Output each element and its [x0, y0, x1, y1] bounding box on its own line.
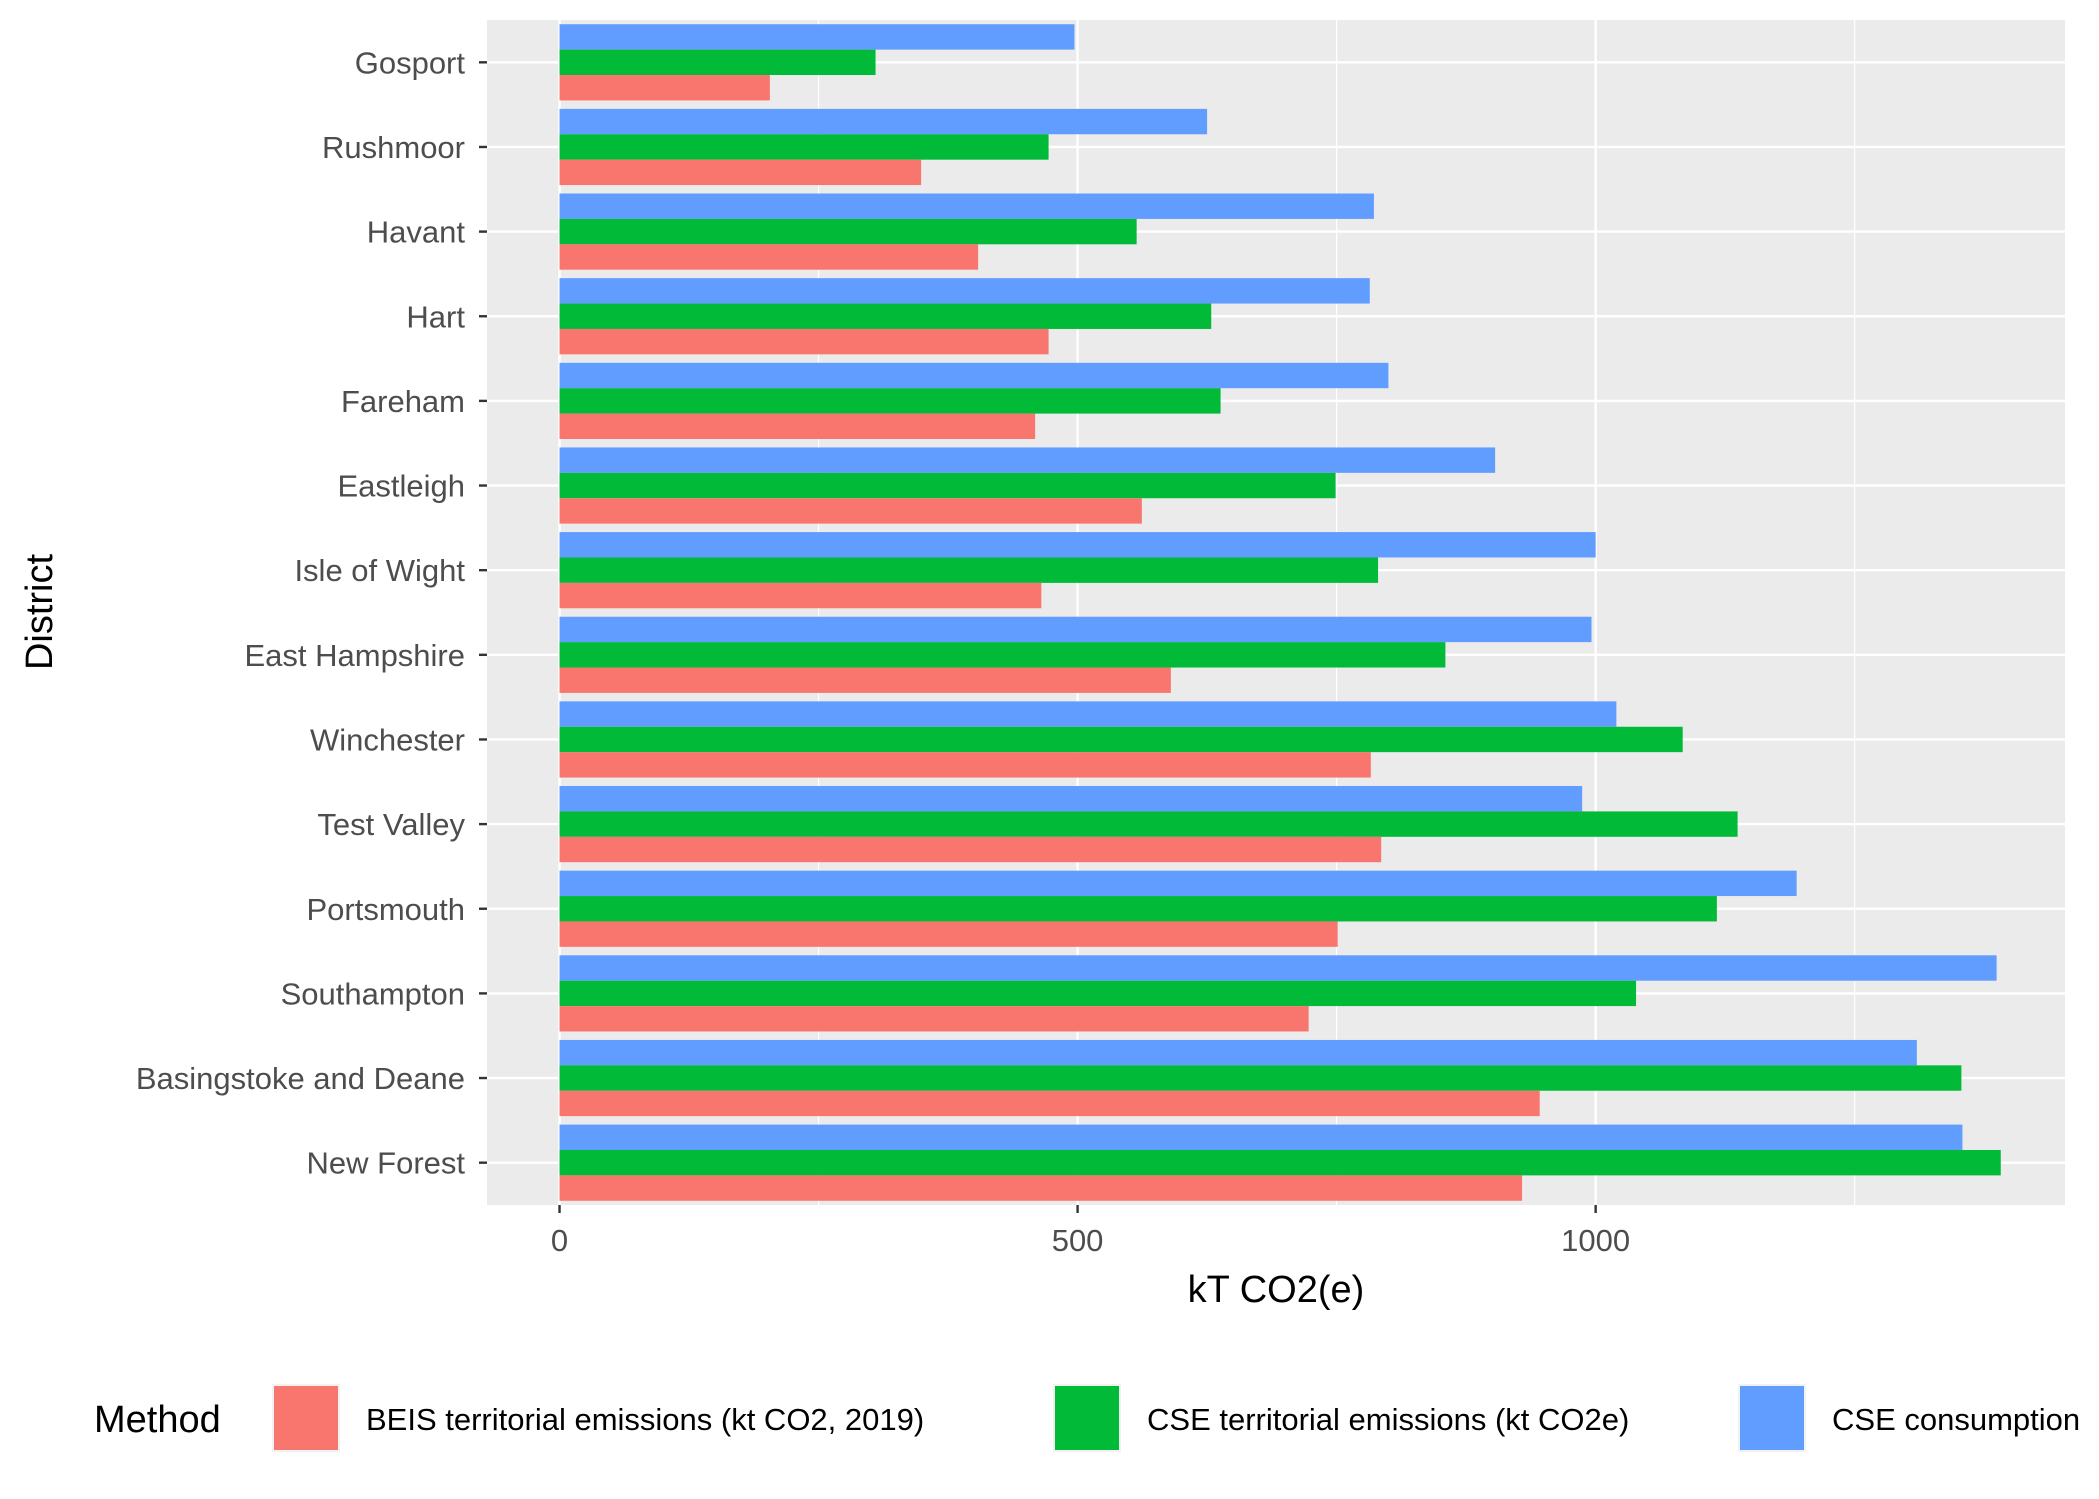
bar: [559, 980, 1637, 1007]
bar: [559, 921, 1338, 947]
bar: [559, 498, 1142, 524]
bar: [559, 1090, 1540, 1117]
legend: Method BEIS territorial emissions (kt CO…: [94, 1384, 2080, 1452]
y-tick-label: Portsmouth: [306, 892, 465, 927]
bar: [559, 1065, 1962, 1091]
y-tick-label: Fareham: [341, 384, 465, 419]
bar: [559, 701, 1617, 727]
bar: [559, 278, 1370, 304]
y-tick-label: Isle of Wight: [294, 553, 465, 588]
x-axis-title: kT CO2(e): [1188, 1269, 1365, 1311]
bar: [559, 1175, 1523, 1201]
y-tick-label: Test Valley: [317, 807, 465, 842]
bar: [559, 218, 1137, 245]
y-tick-label: Basingstoke and Deane: [136, 1061, 465, 1096]
y-tick-label: New Forest: [307, 1146, 466, 1181]
bar: [559, 108, 1208, 135]
bar: [559, 836, 1382, 863]
bar: [559, 532, 1596, 558]
bar: [559, 1149, 2001, 1176]
y-axis-title: District: [19, 554, 61, 671]
bar: [559, 752, 1371, 778]
bar: [559, 303, 1212, 329]
bar: [559, 726, 1683, 753]
bar: [559, 642, 1446, 668]
bar: [559, 328, 1049, 355]
bar: [559, 159, 922, 186]
legend-label: CSE consumption: [1832, 1402, 2080, 1437]
bar: [559, 870, 1797, 897]
bar: [559, 1124, 1963, 1150]
bar: [559, 134, 1049, 160]
bar: [559, 786, 1583, 812]
bar: [559, 193, 1374, 219]
bar: [559, 447, 1496, 473]
bar: [559, 1039, 1917, 1066]
bar: [559, 413, 1036, 439]
bar: [559, 896, 1717, 922]
y-axis: Gosport Rushmoor Havant Hart Fareham Eastleig…: [136, 45, 487, 1181]
legend-title: Method: [94, 1399, 221, 1441]
legend-label: BEIS territorial emissions (kt CO2, 2019…: [366, 1402, 924, 1437]
y-tick-label: Hart: [406, 299, 465, 334]
y-tick-label: Havant: [367, 215, 466, 250]
x-axis: 0 500 1000: [551, 1205, 1630, 1258]
x-tick-label: 0: [551, 1223, 568, 1258]
bar: [559, 811, 1738, 837]
bar: [559, 667, 1171, 693]
bar: [559, 955, 1997, 981]
bar: [559, 616, 1592, 643]
y-tick-label: Rushmoor: [322, 130, 465, 165]
y-tick-label: East Hampshire: [244, 638, 465, 673]
legend-key: [1740, 1386, 1804, 1450]
bar: [559, 49, 876, 76]
y-tick-label: Southampton: [281, 976, 465, 1011]
bar: [559, 362, 1389, 389]
y-tick-label: Winchester: [310, 722, 465, 757]
legend-label: CSE territorial emissions (kt CO2e): [1147, 1402, 1629, 1437]
y-tick-label: Gosport: [355, 45, 466, 80]
x-tick-label: 1000: [1561, 1223, 1630, 1258]
legend-key: [1055, 1386, 1119, 1450]
bar: [559, 75, 770, 101]
y-tick-label: Eastleigh: [337, 469, 465, 504]
bar: [559, 582, 1042, 609]
bar: [559, 244, 979, 270]
bar-series: [559, 24, 2001, 1201]
bar: [559, 388, 1221, 414]
bar: [559, 24, 1075, 50]
bar: [559, 557, 1379, 583]
bar: [559, 472, 1336, 499]
x-tick-label: 500: [1052, 1223, 1104, 1258]
legend-key: [274, 1386, 338, 1450]
bar: [559, 1006, 1309, 1032]
